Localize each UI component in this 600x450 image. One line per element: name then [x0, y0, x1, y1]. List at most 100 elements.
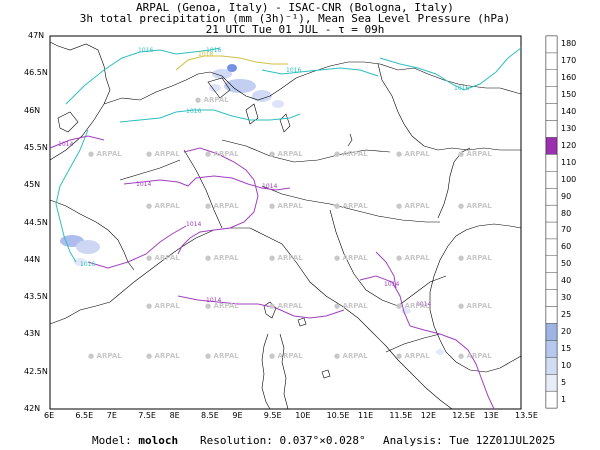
longitude-label: 7E: [106, 411, 117, 420]
longitude-label: 13E: [483, 411, 499, 420]
isobar-label: 1014: [136, 181, 151, 188]
isobar-1014: [49, 135, 105, 149]
region-border: [221, 139, 391, 163]
colorbar-label: 70: [561, 225, 572, 235]
region-border: [397, 275, 447, 307]
coastline: [429, 223, 522, 373]
colorbar-label: 60: [561, 242, 572, 252]
watermark: ● ARPAL: [458, 302, 492, 310]
colorbar-swatch: [545, 52, 558, 70]
colorbar-swatch: [545, 188, 558, 206]
watermark: ● ARPAL: [146, 254, 180, 262]
isobar-label: 1016: [80, 261, 95, 268]
isobar-label: 1018: [198, 51, 213, 58]
coastline: [49, 227, 453, 410]
watermark: ● ARPAL: [195, 96, 229, 104]
watermark: ● ARPAL: [205, 150, 239, 158]
precip-area: [212, 69, 232, 79]
isobar-1016: [379, 47, 522, 91]
analysis-value: Tue 12Z01JUL2025: [449, 434, 556, 447]
colorbar-label: 15: [561, 343, 572, 353]
latitude-label: 42.5N: [24, 366, 48, 376]
longitude-label: 12E: [420, 411, 437, 420]
longitude-label: 8.5E: [201, 411, 219, 420]
latitude-label: 46.5N: [24, 68, 48, 78]
watermark: ● ARPAL: [269, 302, 303, 310]
watermark: ● ARPAL: [458, 254, 492, 262]
resolution-label: Resolution:: [200, 434, 273, 447]
longitude-label: 11.5E: [389, 411, 413, 420]
longitude-label: 12.5E: [452, 411, 476, 420]
colorbar-label: 140: [561, 107, 577, 117]
watermark: ● ARPAL: [269, 150, 303, 158]
colorbar-label: 10: [561, 360, 572, 370]
precip-area: [227, 64, 237, 72]
region-border: [347, 133, 353, 147]
coastline: [279, 333, 289, 410]
precip-area: [436, 349, 444, 355]
latitude-label: 47N: [28, 31, 45, 40]
watermark: ● ARPAL: [334, 302, 368, 310]
watermark: ● ARPAL: [396, 254, 430, 262]
watermark: ● ARPAL: [396, 302, 430, 310]
coastline: [263, 301, 277, 319]
watermark: ● ARPAL: [396, 352, 430, 360]
model-label: Model:: [92, 434, 132, 447]
precipitation-layer: [60, 64, 444, 355]
watermark-layer: ● ARPAL ● ARPAL ● ARPAL ● ARPAL ● ARPAL ● ARP…: [88, 96, 492, 360]
latitude-label: 45.5N: [24, 142, 48, 152]
precip-area: [224, 79, 256, 93]
longitude-label: 10E: [295, 411, 311, 420]
colorbar-swatch: [545, 221, 558, 240]
watermark: ● ARPAL: [269, 254, 303, 262]
precip-area: [272, 100, 284, 108]
latitude-label: 46N: [24, 105, 41, 115]
isobar-1014: [359, 275, 495, 410]
isobar-1016: [175, 47, 221, 55]
watermark: ● ARPAL: [334, 202, 368, 210]
colorbar-label: 30: [561, 293, 572, 303]
isobar-1016: [65, 49, 177, 105]
isobar-1014: [87, 225, 187, 269]
footer-resolution: Resolution: 0.037°×0.028°: [200, 434, 366, 447]
title-line-3: 21 UTC Tue 01 JUL - τ = 09h: [205, 23, 385, 36]
longitude-label: 7.5E: [138, 411, 156, 420]
latitude-label: 45N: [24, 180, 41, 190]
watermark: ● ARPAL: [269, 352, 303, 360]
geography-layer: [49, 41, 522, 410]
isobar-label: 1016: [138, 47, 153, 54]
isobar-label: 1014: [384, 281, 399, 288]
colorbar-label: 130: [561, 124, 577, 133]
isobar-label: 1016: [454, 85, 469, 92]
title-line-2: 3h total precipitation (mm (3h)⁻¹), Mean…: [79, 12, 511, 25]
coastline: [207, 77, 231, 99]
colorbar-swatch: [545, 289, 558, 307]
region-border: [329, 209, 399, 307]
watermark: ● ARPAL: [205, 302, 239, 310]
isobar-label: 1014: [58, 141, 73, 148]
longitude-label: 8E: [169, 411, 180, 420]
colorbar-label: 40: [561, 276, 572, 286]
watermark: ● ARPAL: [205, 352, 239, 360]
country-border: [103, 61, 522, 105]
country-border: [377, 63, 521, 151]
isobar-label-layer: 1016 1016 1016 1016 1016 1016 1014 1014 1014 1014…: [58, 47, 469, 308]
latitude-label: 44N: [24, 254, 41, 264]
watermark: ● ARPAL: [146, 202, 180, 210]
map-frame: [49, 35, 522, 410]
footer-model: Model: moloch: [92, 434, 178, 447]
colorbar-swatch: [545, 238, 558, 256]
isobar-label: 1016: [286, 67, 301, 74]
isobar-1016: [261, 67, 379, 77]
coastline: [261, 333, 271, 410]
colorbar-swatch: [545, 86, 558, 104]
watermark: ● ARPAL: [334, 352, 368, 360]
watermark: ● ARPAL: [146, 150, 180, 158]
region-border: [119, 159, 181, 181]
colorbar-swatch: [545, 35, 558, 54]
resolution-value: 0.037°×0.028°: [279, 434, 366, 447]
watermark: ● ARPAL: [458, 150, 492, 158]
colorbar-label: 80: [561, 208, 572, 218]
coastline: [437, 147, 471, 219]
